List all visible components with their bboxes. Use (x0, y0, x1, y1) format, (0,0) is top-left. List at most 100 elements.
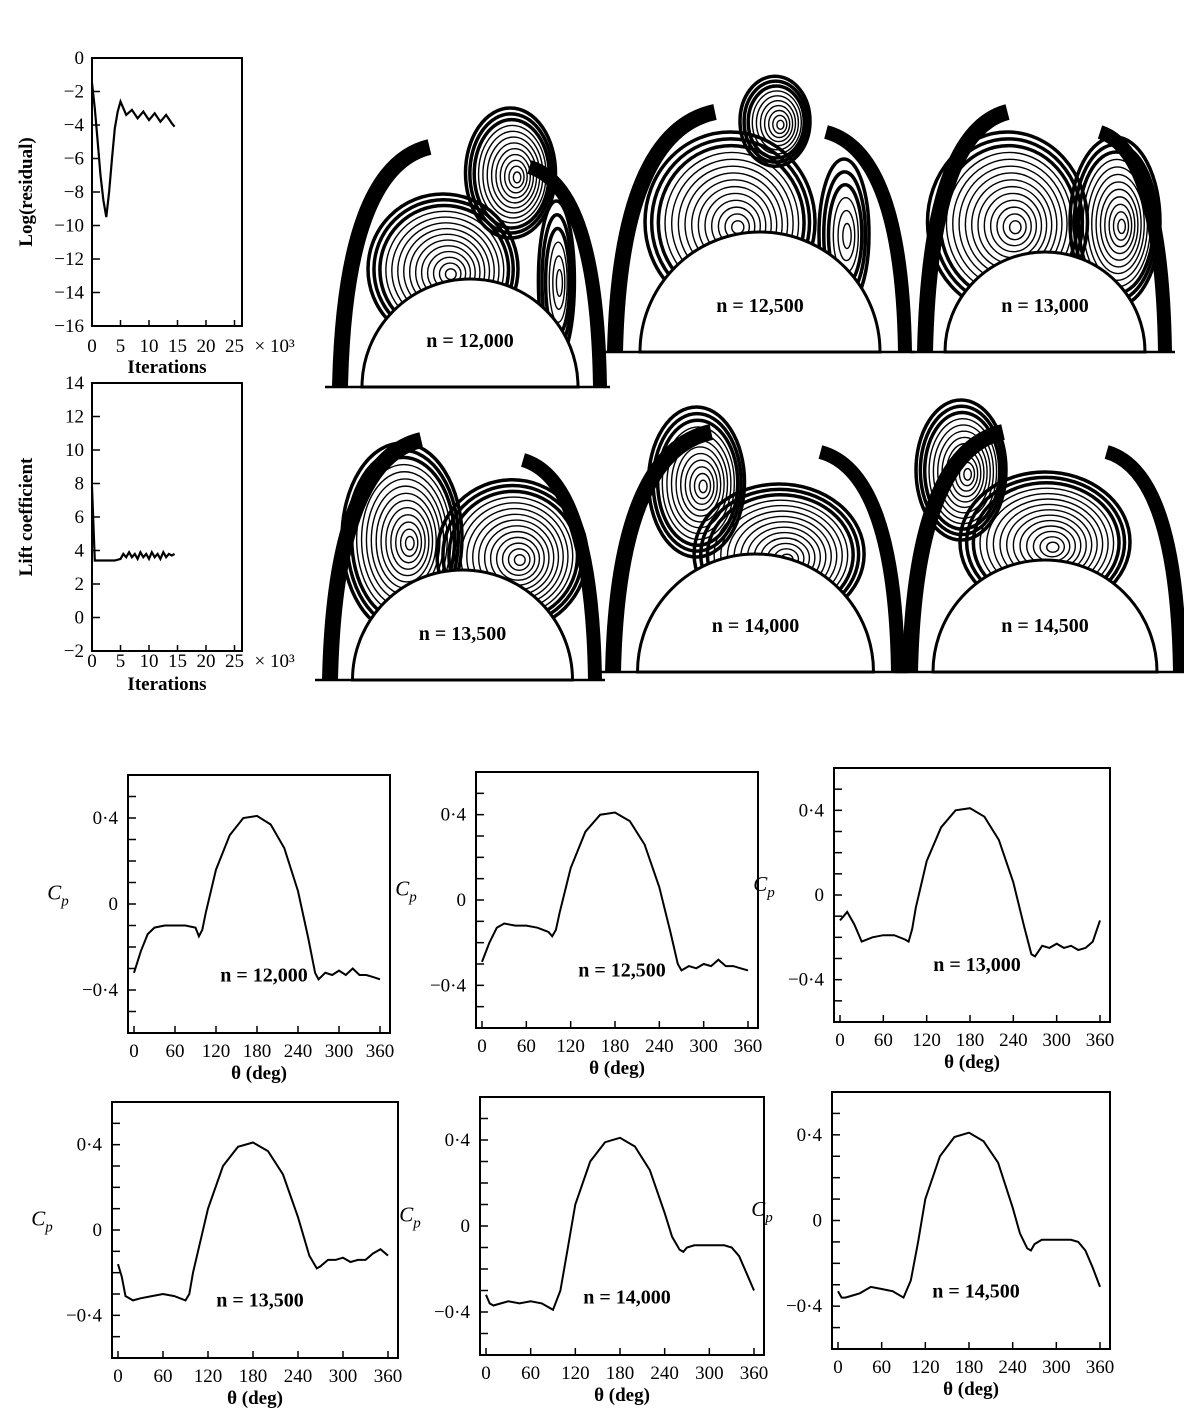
panel-label: n = 13,000 (933, 954, 1021, 976)
x-axis-label: Iterations (127, 674, 206, 695)
shear-layer (1097, 125, 1172, 353)
vorticity-contour (983, 192, 1043, 259)
x-tick-label: 240 (998, 1357, 1027, 1378)
cylinder-surface (360, 277, 580, 389)
cp-plot: 0·4 0 −0·4 0 60 120 180 240 300 360 Cp θ (deg) n = 1… (47, 774, 394, 1084)
x-axis-label: θ (deg) (594, 1385, 650, 1406)
contour-panel: n = 13,000 (910, 104, 1175, 354)
contour-panel: n = 13,500 (315, 432, 605, 682)
y-tick-label: 0·4 (797, 1125, 823, 1146)
x-tick-label: 60 (154, 1366, 173, 1387)
x-axis-label: θ (deg) (231, 1063, 287, 1084)
plot-frame (127, 774, 391, 1034)
x-tick-label: 60 (872, 1357, 891, 1378)
cylinder-surface (350, 568, 575, 682)
vorticity-contour (772, 114, 788, 135)
y-tick-label: −0·4 (434, 1302, 471, 1323)
panel-label: n = 12,500 (578, 960, 666, 982)
cp-series-line (485, 1136, 755, 1312)
shear-layer (605, 424, 714, 673)
y-tick-label: −4 (64, 115, 85, 136)
x-tick-label: 360 (374, 1366, 403, 1387)
y-tick-label: −12 (54, 249, 84, 270)
cp-series-line (481, 811, 749, 972)
vorticity-contour (1104, 196, 1136, 255)
x-tick-label: 20 (197, 336, 216, 357)
vorticity-contour (385, 506, 430, 577)
cp-plot: 0·4 0 −0·4 0 60 120 180 240 300 360 Cp θ (deg) n = 1… (31, 1101, 403, 1409)
vorticity-contour (503, 159, 528, 194)
panel-label: n = 14,500 (1001, 615, 1089, 637)
y-tick-label: 0 (813, 1211, 823, 1232)
panel-label: n = 14,000 (712, 615, 800, 637)
y-tick-label: 0 (75, 48, 85, 69)
panel-label: n = 13,500 (216, 1290, 304, 1312)
x-axis-label: Iterations (127, 357, 206, 378)
series-line (90, 82, 176, 218)
vorticity-contour (996, 206, 1032, 247)
x-tick-label: 300 (1042, 1357, 1071, 1378)
vorticity-contour (1039, 536, 1066, 558)
x-tick-label: 60 (166, 1041, 185, 1062)
x-tick-label: 0 (833, 1357, 843, 1378)
shear-layer (520, 453, 602, 681)
vorticity-contour (499, 153, 531, 199)
y-tick-label: −0·4 (66, 1305, 103, 1326)
x-tick-label: 0 (113, 1366, 123, 1387)
x-tick-label: 60 (874, 1030, 893, 1051)
x-tick-label: 0 (87, 651, 97, 672)
vorticity-contour (501, 542, 536, 576)
panel-label: n = 12,000 (426, 330, 514, 352)
x-tick-label: 360 (734, 1036, 763, 1057)
shear-layer (823, 125, 912, 353)
contour-panel: n = 12,500 (600, 74, 915, 354)
y-tick-label: 0·4 (77, 1135, 103, 1156)
cylinder-surface (638, 230, 882, 354)
x-tick-label: 120 (561, 1363, 590, 1384)
x-tick-label: 60 (521, 1363, 540, 1384)
cylinder-surface (943, 250, 1147, 354)
x-tick-label: 120 (194, 1366, 223, 1387)
y-tick-label: −2 (64, 82, 84, 103)
x-axis-label: θ (deg) (944, 1052, 1000, 1073)
y-tick-label: 12 (65, 407, 84, 428)
x-tick-label: 5 (116, 651, 126, 672)
y-tick-label: 0 (109, 894, 119, 915)
x-tick-label: 180 (956, 1030, 985, 1051)
vorticity-contour (759, 99, 797, 147)
x-tick-label: 300 (689, 1036, 718, 1057)
y-axis-label: Cp (47, 881, 69, 910)
x-axis-label: θ (deg) (589, 1058, 645, 1079)
x-tick-label: 300 (329, 1366, 358, 1387)
vorticity-contour (508, 165, 525, 189)
y-tick-label: 0 (815, 885, 825, 906)
vorticity-contour (380, 499, 434, 583)
y-tick-label: −14 (54, 283, 84, 304)
cp-series-line (133, 814, 381, 981)
x-tick-label: 240 (999, 1030, 1028, 1051)
plot-frame (833, 767, 1111, 1023)
x-tick-label: 15 (168, 651, 187, 672)
contour-panel: n = 12,000 (325, 106, 610, 389)
y-tick-label: 2 (75, 574, 85, 595)
x-tick-label: 240 (284, 1366, 313, 1387)
vorticity-contour (390, 514, 426, 570)
vorticity-contour (738, 74, 812, 168)
cp-plot: 0·4 0 −0·4 0 60 120 180 240 300 360 Cp θ (deg) n = 1… (399, 1096, 768, 1406)
y-tick-label: 14 (65, 373, 85, 394)
panel-label: n = 14,500 (932, 1280, 1020, 1302)
series-line (90, 486, 176, 562)
x-tick-label: 180 (239, 1366, 268, 1387)
panel-label: n = 13,000 (1001, 295, 1089, 317)
cp-series-line (117, 1141, 389, 1302)
y-tick-label: −10 (54, 216, 84, 237)
cylinder-surface (635, 552, 876, 674)
x-tick-label: 240 (645, 1036, 674, 1057)
y-tick-label: 6 (75, 507, 85, 528)
y-tick-label: −2 (64, 641, 84, 662)
plot-frame (475, 771, 759, 1029)
vorticity-contour (742, 79, 809, 164)
x-tick-label: 10 (140, 651, 159, 672)
shear-layer (607, 104, 717, 353)
